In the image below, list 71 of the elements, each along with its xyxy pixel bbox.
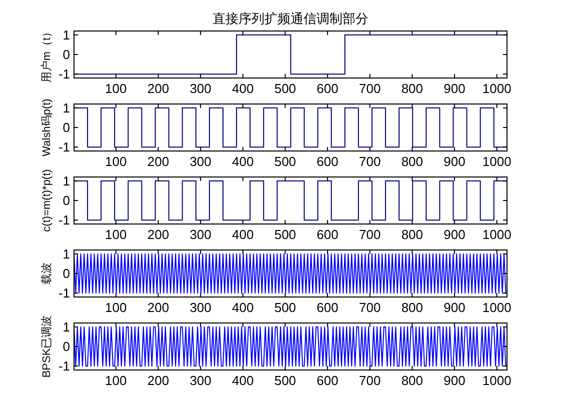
- xtick: 900: [444, 154, 466, 169]
- ytick: 0: [62, 120, 70, 135]
- ylabel: Walsh码p(t): [41, 98, 53, 156]
- xtick: 300: [190, 227, 212, 242]
- xtick: 100: [105, 227, 127, 242]
- xtick: 700: [359, 227, 381, 242]
- xtick: 700: [359, 81, 381, 96]
- xtick: 200: [147, 373, 170, 388]
- ytick: 0: [62, 339, 70, 354]
- xtick: 1000: [482, 81, 512, 96]
- xtick: 700: [359, 154, 381, 169]
- xtick: 700: [359, 300, 381, 315]
- xtick: 100: [105, 373, 127, 388]
- xtick: 900: [444, 81, 466, 96]
- xtick: 400: [232, 300, 254, 315]
- ytick: -1: [58, 286, 70, 301]
- xtick: 1000: [482, 154, 512, 169]
- xtick: 500: [274, 373, 296, 388]
- xtick: 500: [274, 81, 296, 96]
- xtick: 500: [274, 300, 296, 315]
- xtick: 400: [232, 154, 254, 169]
- title: 直接序列扩频通信调制部分: [212, 11, 368, 26]
- ylabel: c(t)=m(t)*p(t): [41, 169, 53, 232]
- xtick: 300: [190, 300, 212, 315]
- ytick: 0: [62, 266, 70, 281]
- xtick: 300: [190, 81, 212, 96]
- xtick: 500: [274, 227, 296, 242]
- xtick: 600: [316, 227, 338, 242]
- ylabel: 载波: [41, 262, 53, 284]
- xtick: 600: [316, 81, 338, 96]
- xtick: 600: [316, 373, 338, 388]
- xtick: 400: [232, 81, 254, 96]
- xtick: 900: [444, 373, 466, 388]
- ytick: 0: [62, 47, 70, 62]
- xtick: 800: [401, 154, 424, 169]
- ytick: 1: [62, 100, 70, 116]
- ytick: 0: [62, 193, 70, 208]
- ylabel: BPSK已调波: [41, 315, 53, 378]
- ytick: -1: [58, 212, 70, 228]
- xtick: 1000: [482, 227, 512, 242]
- xtick: 900: [444, 300, 466, 315]
- xtick: 300: [190, 154, 212, 169]
- xtick: 800: [401, 227, 424, 242]
- xtick: 200: [147, 300, 170, 315]
- ytick: 1: [62, 246, 70, 262]
- xtick: 400: [232, 373, 254, 388]
- xtick: 1000: [482, 373, 512, 388]
- ytick: 1: [62, 319, 70, 334]
- ytick: 1: [62, 27, 70, 42]
- xtick: 100: [105, 154, 127, 169]
- xtick: 800: [401, 373, 424, 388]
- xtick: 100: [105, 81, 127, 96]
- ytick: -1: [58, 66, 70, 82]
- ytick: -1: [58, 140, 70, 155]
- xtick: 600: [316, 154, 338, 169]
- xtick: 800: [401, 81, 424, 96]
- xtick: 100: [105, 300, 127, 315]
- xtick: 200: [147, 227, 170, 242]
- xtick: 300: [190, 373, 212, 388]
- ytick: 1: [62, 173, 70, 188]
- xtick: 200: [147, 81, 170, 96]
- xtick: 900: [444, 227, 466, 242]
- xtick: 800: [401, 300, 424, 315]
- xtick: 200: [147, 154, 170, 169]
- xtick: 500: [274, 154, 296, 169]
- ylabel: 用户m（t）: [41, 26, 53, 83]
- ytick: -1: [58, 358, 70, 374]
- xtick: 600: [316, 300, 338, 315]
- xtick: 700: [359, 373, 381, 388]
- xtick: 1000: [482, 300, 512, 315]
- xtick: 400: [232, 227, 254, 242]
